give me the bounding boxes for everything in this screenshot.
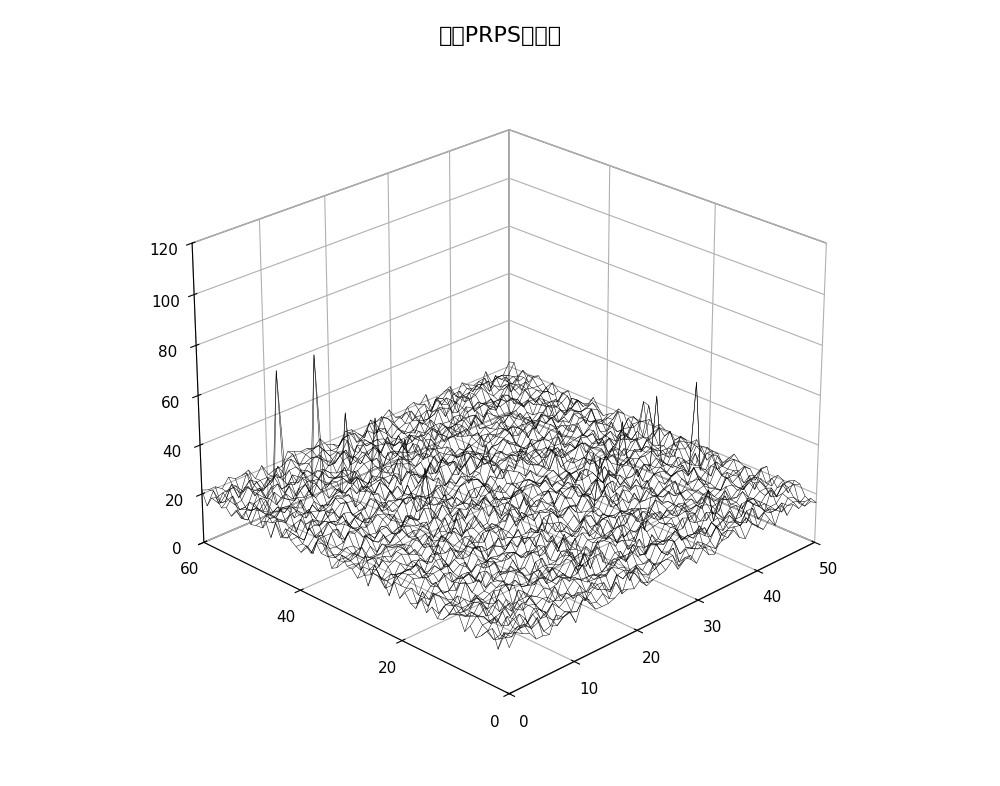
- Title: 原始PRPS映射图: 原始PRPS映射图: [438, 26, 562, 46]
